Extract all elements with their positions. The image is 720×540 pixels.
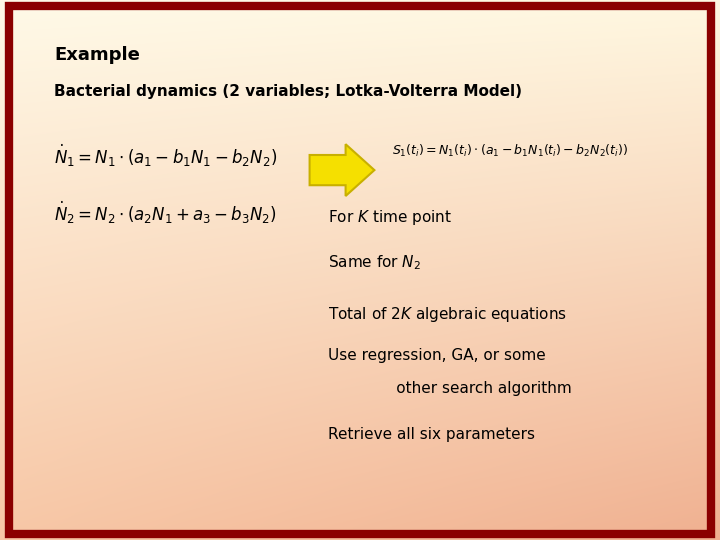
- Text: Example: Example: [54, 46, 140, 64]
- Text: For $K$ time point: For $K$ time point: [328, 208, 451, 227]
- Text: other search algorithm: other search algorithm: [328, 381, 572, 396]
- Polygon shape: [310, 144, 374, 196]
- Text: Use regression, GA, or some: Use regression, GA, or some: [328, 348, 545, 363]
- Text: Total of $2K$ algebraic equations: Total of $2K$ algebraic equations: [328, 305, 567, 324]
- Text: $S_1(t_i) = N_1(t_i) \cdot \left(a_1 - b_1 N_1(t_i) - b_2 N_2(t_i)\right)$: $S_1(t_i) = N_1(t_i) \cdot \left(a_1 - b…: [392, 143, 629, 159]
- Text: Bacterial dynamics (2 variables; Lotka-Volterra Model): Bacterial dynamics (2 variables; Lotka-V…: [54, 84, 522, 99]
- Text: $\dot{N}_2 = N_2 \cdot \left(a_2 N_1 + a_3 - b_3 N_2\right)$: $\dot{N}_2 = N_2 \cdot \left(a_2 N_1 + a…: [54, 200, 276, 226]
- Text: Retrieve all six parameters: Retrieve all six parameters: [328, 427, 534, 442]
- Text: $\dot{N}_1 = N_1 \cdot \left(a_1 - b_1 N_1 - b_2 N_2\right)$: $\dot{N}_1 = N_1 \cdot \left(a_1 - b_1 N…: [54, 143, 277, 169]
- Text: Same for $N_2$: Same for $N_2$: [328, 254, 420, 273]
